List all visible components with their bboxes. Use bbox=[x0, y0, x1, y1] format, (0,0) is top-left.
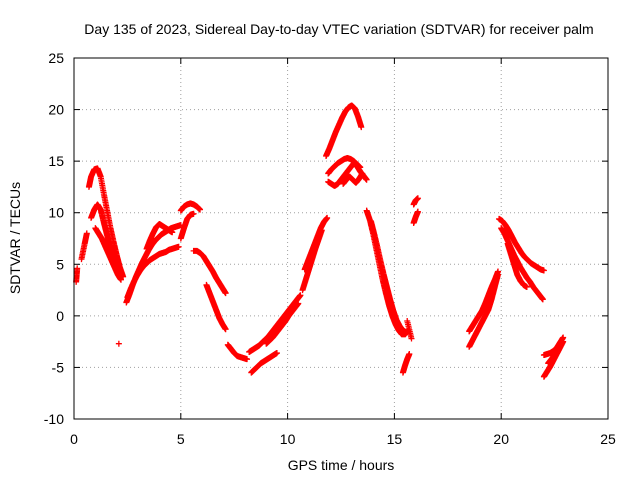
data-points bbox=[73, 102, 567, 380]
y-tick-label: 5 bbox=[56, 256, 64, 272]
chart-title: Day 135 of 2023, Sidereal Day-to-day VTE… bbox=[84, 21, 593, 37]
x-tick-label: 25 bbox=[600, 431, 616, 447]
x-axis-label: GPS time / hours bbox=[288, 457, 395, 473]
x-tick-label: 0 bbox=[70, 431, 78, 447]
x-tick-label: 15 bbox=[387, 431, 403, 447]
y-axis-label: SDTVAR / TECUs bbox=[7, 182, 23, 294]
y-tick-label: -5 bbox=[52, 359, 65, 375]
x-tick-label: 10 bbox=[280, 431, 296, 447]
tick-labels: 0 5 10 15 20 25 -10 -5 0 5 10 15 20 25 bbox=[44, 50, 616, 447]
y-tick-label: 10 bbox=[48, 205, 64, 221]
x-tick-label: 5 bbox=[177, 431, 185, 447]
y-tick-label: -10 bbox=[44, 411, 64, 427]
y-tick-label: 0 bbox=[56, 308, 64, 324]
scatter-markers bbox=[73, 102, 567, 380]
axes bbox=[73, 57, 609, 420]
gridlines bbox=[74, 58, 608, 419]
x-tick-label: 20 bbox=[493, 431, 509, 447]
y-tick-label: 15 bbox=[48, 153, 64, 169]
y-tick-label: 20 bbox=[48, 102, 64, 118]
plot-frame bbox=[73, 57, 609, 420]
y-tick-label: 25 bbox=[48, 50, 64, 66]
